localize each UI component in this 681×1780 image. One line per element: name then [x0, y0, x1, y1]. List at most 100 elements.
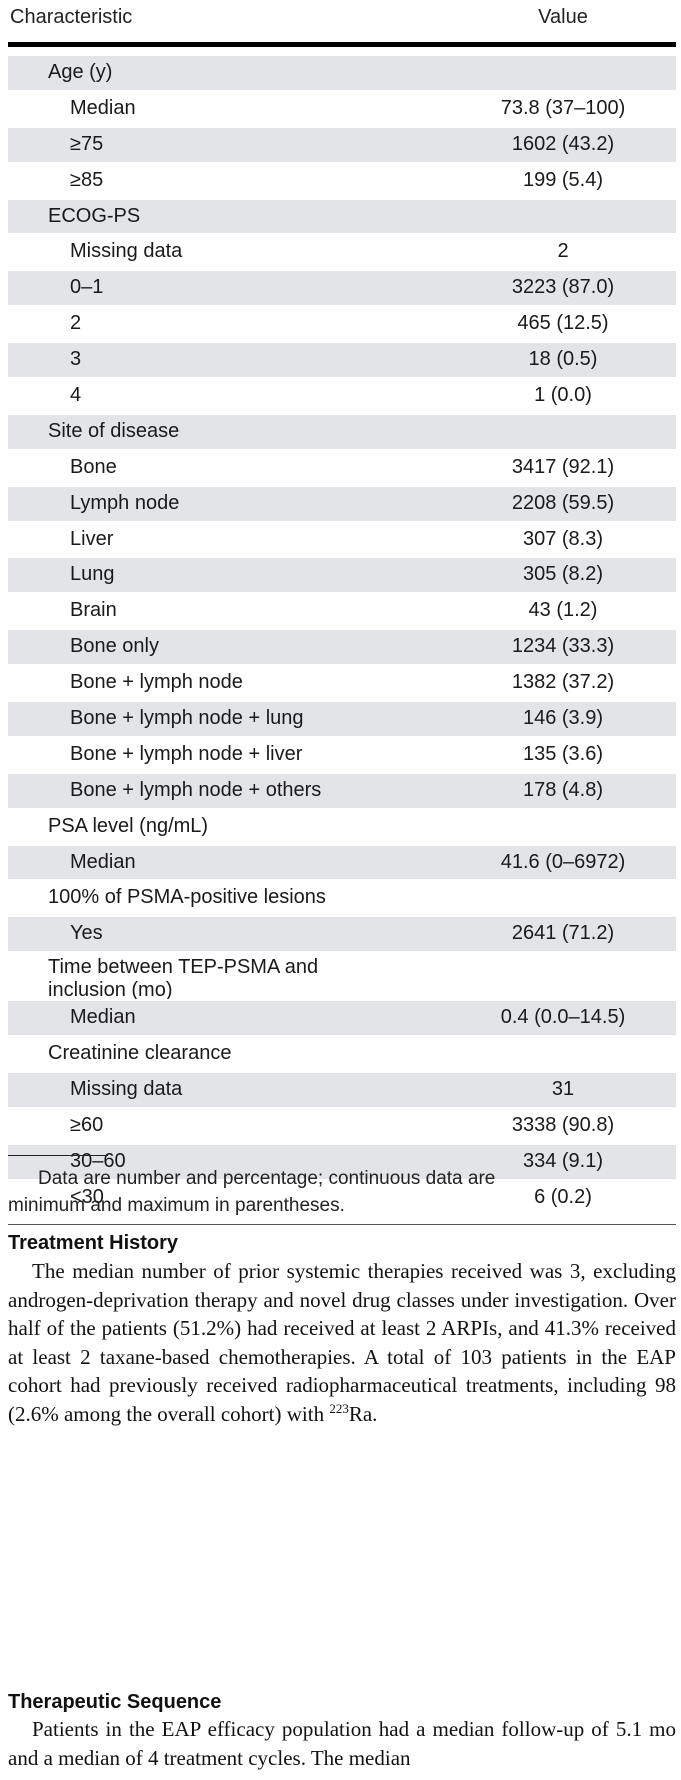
table-row: ECOG-PS	[8, 197, 676, 234]
row-label: ≥75	[70, 132, 104, 155]
table-row: Median 41.6 (0–6972)	[8, 843, 676, 880]
row-label: 4	[70, 384, 82, 407]
row-label: Liver	[70, 527, 114, 550]
table-row: Bone + lymph node + others 178 (4.8)	[8, 771, 676, 808]
row-value: 135 (3.6)	[522, 742, 604, 765]
row-value: 1 (0.0)	[534, 384, 592, 407]
table-header: Characteristic Value	[8, 0, 676, 38]
row-label: Missing data	[70, 240, 183, 263]
row-label: Median	[70, 96, 136, 119]
table-row: 4 1 (0.0)	[8, 377, 676, 413]
table-row: ≥85 199 (5.4)	[8, 161, 676, 198]
row-value: 465 (12.5)	[517, 312, 609, 335]
table-row: 2 465 (12.5)	[8, 305, 676, 341]
column-header-characteristic: Characteristic	[10, 6, 133, 28]
row-value: 3338 (90.8)	[511, 1113, 615, 1136]
table-row: Bone + lymph node 1382 (37.2)	[8, 664, 676, 700]
table-row: Yes 2641 (71.2)	[8, 915, 676, 952]
row-value: 1602 (43.2)	[511, 132, 615, 155]
table-row: Bone + lymph node + lung 146 (3.9)	[8, 700, 676, 736]
table-row: Lung 305 (8.2)	[8, 556, 676, 593]
row-value: 199 (5.4)	[522, 168, 604, 191]
table-body: Age (y) Median 73.8 (37–100) ≥75 1602 (43.2)…	[8, 54, 676, 1215]
footnote-line-1: Data are number and percentage; continuo…	[38, 1168, 496, 1189]
table-row: Median 73.8 (37–100)	[8, 89, 676, 126]
row-value: 1382 (37.2)	[511, 671, 615, 694]
row-label: Bone + lymph node + others	[70, 778, 322, 801]
row-value: 146 (3.9)	[522, 707, 604, 730]
table-row: Brain 43 (1.2)	[8, 592, 676, 628]
table-row: 100% of PSMA-positive lesions	[8, 879, 676, 915]
row-value: 18 (0.5)	[528, 348, 598, 371]
paragraph-text: Patients in the EAP efficacy population …	[8, 1717, 676, 1770]
table-row: <30 6 (0.2)	[8, 1178, 676, 1215]
row-label: Median	[70, 850, 136, 873]
row-value: 307 (8.3)	[522, 527, 604, 550]
row-value: 73.8 (37–100)	[500, 96, 626, 119]
row-label: PSA level (ng/mL)	[48, 814, 209, 837]
row-label: Age (y)	[48, 61, 113, 83]
row-label: Missing data	[70, 1078, 183, 1101]
row-value: 3223 (87.0)	[511, 276, 615, 299]
table-row: Site of disease	[8, 412, 676, 449]
row-label: ECOG-PS	[48, 204, 141, 227]
table-row: Bone + lymph node + liver 135 (3.6)	[8, 735, 676, 772]
table-row: Creatinine clearance	[8, 1035, 676, 1071]
row-label: Bone + lymph node + lung	[70, 707, 304, 730]
row-label: Creatinine clearance	[48, 1042, 232, 1065]
row-label: 3	[70, 348, 82, 371]
row-label: Bone	[70, 455, 117, 478]
section-heading-treatment-history: Treatment History	[8, 1232, 179, 1254]
column-header-value: Value	[538, 6, 588, 28]
table-row: Missing data 2	[8, 233, 676, 269]
row-value: 41.6 (0–6972)	[500, 850, 626, 873]
table-row: ≥75 1602 (43.2)	[8, 125, 676, 162]
paragraph-text-end: Ra.	[348, 1401, 378, 1426]
row-label: ≥60	[70, 1113, 104, 1136]
row-label: Bone only	[70, 635, 159, 658]
footnote-rule	[8, 1155, 108, 1156]
table-row: 3 18 (0.5)	[8, 341, 676, 378]
table-header-rule	[8, 42, 676, 47]
table-row: PSA level (ng/mL)	[8, 807, 676, 844]
row-label: 0–1	[70, 276, 104, 299]
row-label: ≥85	[70, 168, 104, 191]
row-label: Time between TEP-PSMA and inclusion (mo)	[48, 956, 341, 1002]
footnote-line-2: minimum and maximum in parentheses.	[8, 1195, 345, 1216]
row-value: 3417 (92.1)	[511, 455, 615, 478]
row-value: 178 (4.8)	[522, 778, 604, 801]
section-heading-therapeutic-sequence: Therapeutic Sequence	[8, 1691, 222, 1713]
table-row: Lymph node 2208 (59.5)	[8, 484, 676, 521]
row-label: Yes	[70, 922, 103, 945]
table-footnote: Data are number and percentage; continuo…	[8, 1165, 668, 1219]
row-label: 2	[70, 312, 82, 335]
row-value: 305 (8.2)	[522, 563, 604, 586]
paragraph-treatment-history: The median number of prior systemic ther…	[8, 1257, 676, 1428]
row-value: 1234 (33.3)	[511, 635, 615, 658]
table-row: Time between TEP-PSMA and inclusion (mo)	[8, 951, 676, 1002]
table-row: 0–1 3223 (87.0)	[8, 269, 676, 306]
table-row: Bone only 1234 (33.3)	[8, 628, 676, 665]
table-row: ≥60 3338 (90.8)	[8, 1106, 676, 1143]
table-row: Liver 307 (8.3)	[8, 520, 676, 557]
row-label: Bone + lymph node	[70, 671, 243, 694]
row-label: Lung	[70, 563, 115, 586]
table-row: Missing data 31	[8, 1071, 676, 1107]
row-label: Median	[70, 1006, 136, 1029]
row-label: Brain	[70, 599, 117, 622]
row-value: 43 (1.2)	[528, 599, 598, 622]
isotope-superscript: 223	[329, 1400, 349, 1416]
row-label: Bone + lymph node + liver	[70, 742, 303, 765]
row-value: 2	[557, 240, 569, 263]
row-value: 2208 (59.5)	[511, 491, 615, 514]
table-row: Median 0.4 (0.0–14.5)	[8, 999, 676, 1036]
row-value: 6 (0.2)	[534, 1185, 592, 1208]
row-label: Site of disease	[48, 419, 180, 442]
row-value: 334 (9.1)	[522, 1149, 604, 1172]
row-label: <30	[70, 1185, 104, 1208]
row-label: Lymph node	[70, 491, 180, 514]
row-value: 2641 (71.2)	[511, 922, 615, 945]
table-bottom-rule	[8, 1224, 676, 1225]
row-value: 31	[551, 1078, 575, 1101]
